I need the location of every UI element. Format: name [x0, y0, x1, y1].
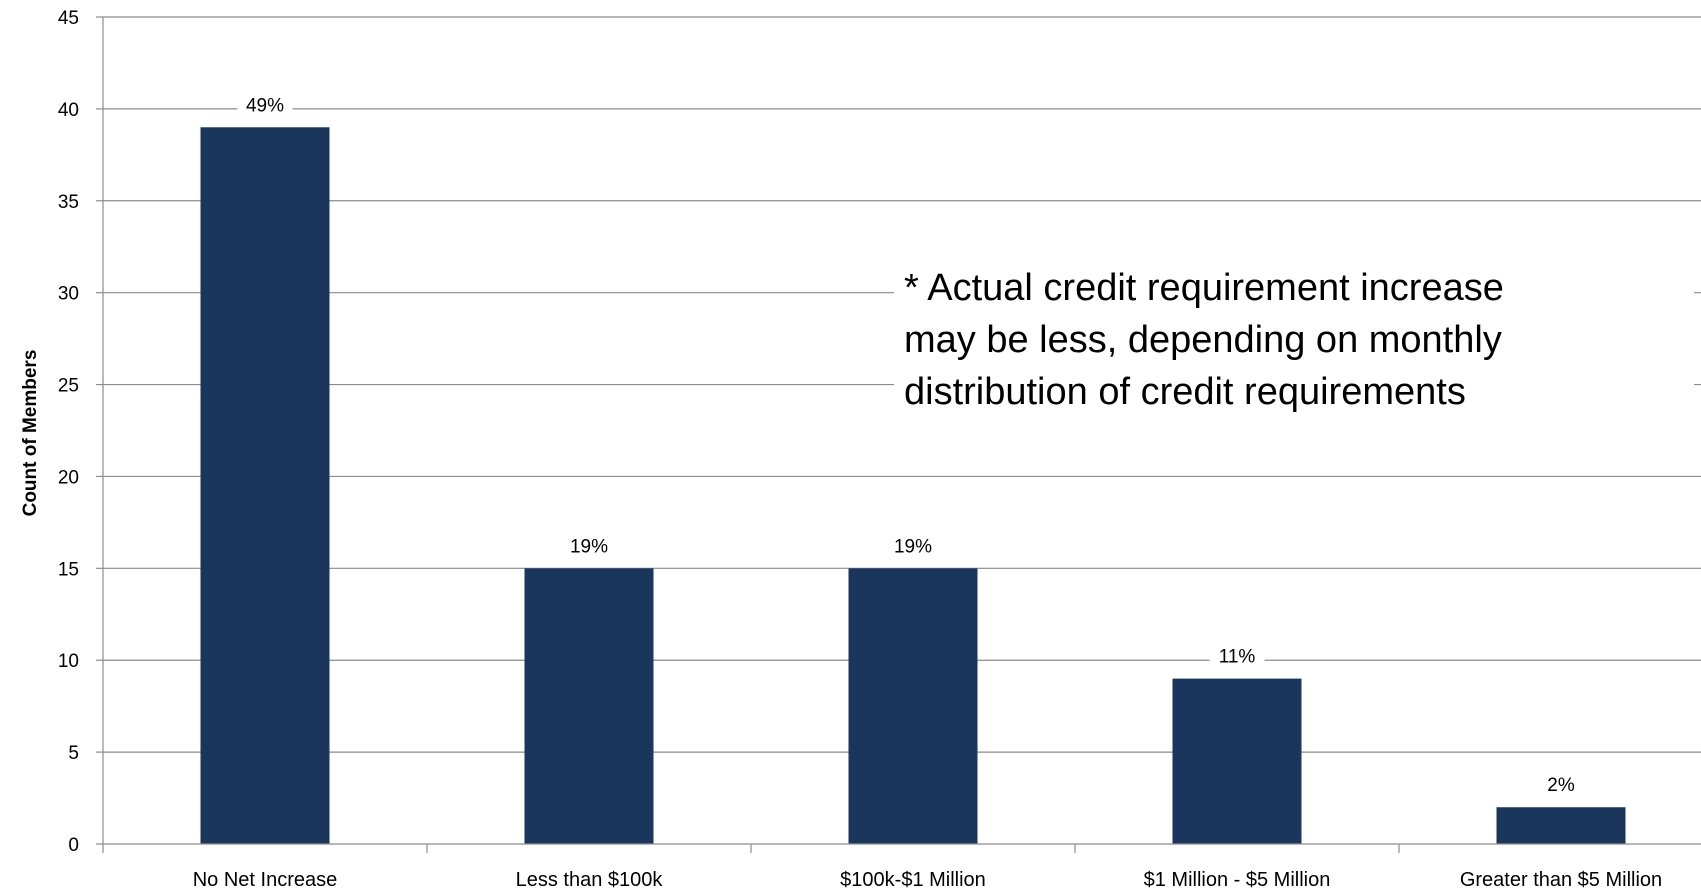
bar: [1172, 678, 1302, 844]
data-label-background: [1539, 771, 1583, 798]
data-label-background: [885, 532, 941, 559]
bar: [200, 127, 330, 845]
bar: [524, 568, 654, 844]
data-label: 2%: [1547, 775, 1575, 796]
y-tick-label: 40: [58, 100, 79, 121]
bar: [1496, 807, 1626, 844]
bars: [200, 127, 1626, 845]
y-tick-label: 15: [58, 559, 79, 580]
data-label: 11%: [1219, 647, 1256, 668]
x-category-label: Less than $100k: [516, 869, 664, 891]
y-tick-label: 45: [58, 8, 79, 29]
data-label-background: [1209, 642, 1265, 669]
y-axis-ticks: 0 5 10 15 20 25 30 35 40 45: [58, 8, 103, 856]
data-label: 19%: [894, 536, 932, 557]
x-axis: No Net Increase Less than $100k $100k-$1 M…: [102, 17, 1701, 891]
bar: [848, 568, 978, 844]
data-labels: 49% 19% 19% 11% 2%: [237, 91, 1583, 798]
y-tick-label: 30: [58, 284, 79, 305]
y-axis-label: Count of Members: [20, 350, 41, 517]
data-label-background: [561, 532, 617, 559]
data-label-background: [237, 91, 293, 118]
y-tick-label: 25: [58, 376, 79, 397]
x-category-label: No Net Increase: [193, 869, 338, 891]
y-tick-label: 0: [68, 835, 79, 856]
x-category-label: Greater than $5 Million: [1460, 869, 1662, 891]
data-label: 49%: [246, 95, 284, 116]
x-category-label: $1 Million - $5 Million: [1144, 869, 1331, 891]
y-tick-label: 20: [58, 467, 79, 488]
y-tick-label: 10: [58, 651, 79, 672]
y-tick-label: 35: [58, 192, 79, 213]
x-category-label: $100k-$1 Million: [840, 869, 986, 891]
y-tick-label: 5: [68, 743, 79, 764]
annotation-note: * Actual credit requirement increase may…: [894, 262, 1694, 418]
data-label: 19%: [570, 536, 608, 557]
